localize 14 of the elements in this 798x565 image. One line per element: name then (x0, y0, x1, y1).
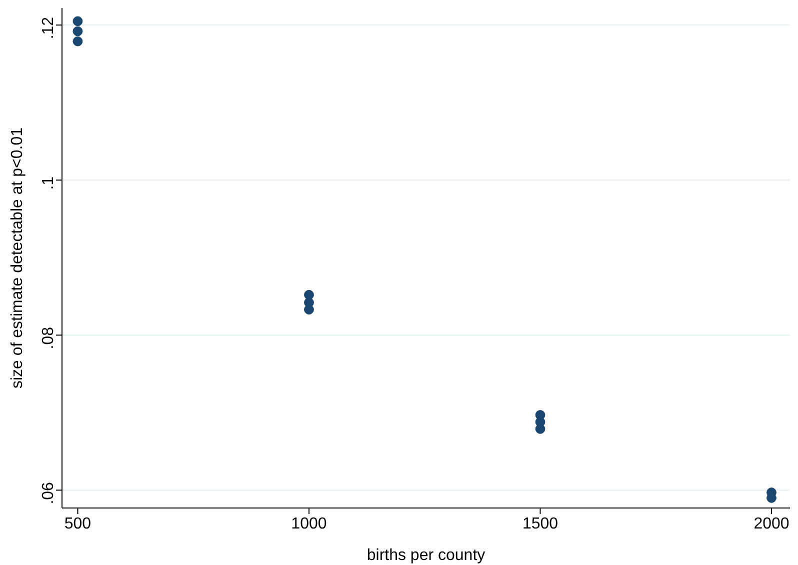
point (72, 16, 83, 26)
y-tick-label: .06 (40, 482, 57, 504)
x-tick-label: 1000 (291, 515, 327, 532)
y-axis-title: size of estimate detectable at p<0.01 (9, 127, 26, 389)
y-tick-label: .08 (40, 326, 57, 350)
x-tick-label: 500 (64, 515, 92, 532)
y-tick-label: .1 (40, 176, 57, 190)
x-tick-label: 1500 (522, 515, 558, 532)
y-tick-label: .12 (40, 16, 57, 40)
point (72, 26, 83, 36)
x-axis-title: births per county (366, 547, 486, 564)
point (72, 36, 83, 46)
x-tick-label: 2000 (754, 515, 790, 532)
point (304, 304, 314, 315)
